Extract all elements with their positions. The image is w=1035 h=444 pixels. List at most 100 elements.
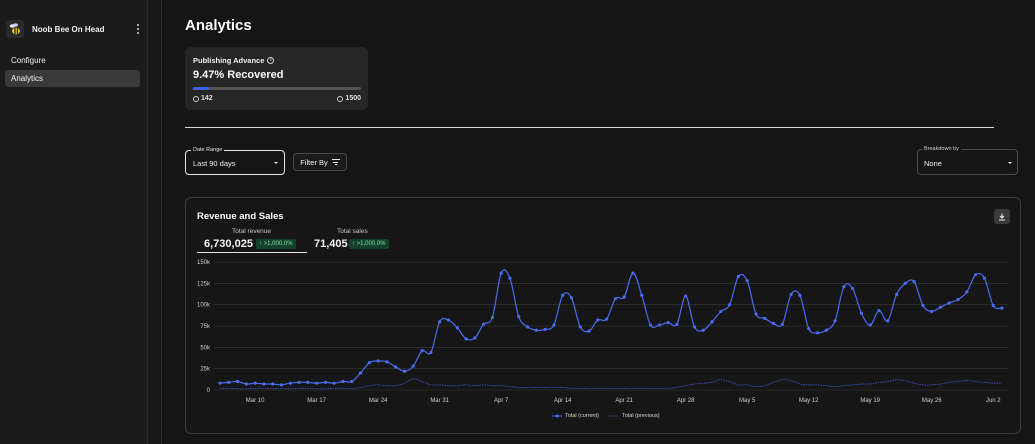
- x-tick-label: Mar 10: [246, 398, 265, 404]
- x-tick-label: Jun 2: [986, 398, 1001, 404]
- x-tick-label: Mar 31: [430, 398, 449, 404]
- bee-icon: [6, 20, 24, 38]
- data-point: [842, 285, 846, 289]
- data-point: [921, 303, 925, 308]
- data-point: [332, 381, 336, 385]
- y-tick-label: 0: [207, 388, 211, 394]
- data-point: [385, 360, 389, 364]
- data-point: [947, 301, 951, 305]
- revenue-line-chart: 0 25k 50k 75k 100k 125k 150k Mar 10 Mar 17 Mar 24…: [197, 260, 1008, 404]
- publishing-advance-card: Publishing Advance i 9.47% Recovered 142…: [185, 47, 368, 110]
- data-point: [473, 336, 477, 340]
- legend-item-previous[interactable]: Total (previous): [608, 413, 660, 419]
- x-tick-label: Apr 7: [494, 398, 509, 404]
- x-tick-label: May 26: [922, 398, 942, 404]
- data-point: [613, 297, 617, 301]
- app-name: Noob Bee On Head: [32, 24, 105, 34]
- change-badge: ↑ >1,000.0%: [349, 239, 389, 249]
- data-point: [306, 380, 310, 384]
- sidebar-item-analytics[interactable]: Analytics: [5, 70, 140, 87]
- info-icon[interactable]: i: [267, 57, 275, 64]
- data-point: [657, 323, 661, 327]
- x-tick-label: May 5: [739, 398, 756, 404]
- y-tick-label: 100k: [197, 303, 211, 309]
- data-point: [640, 293, 644, 297]
- data-point: [833, 319, 837, 323]
- series-line-current: [219, 269, 1003, 386]
- metric-value: 6,730,025: [204, 238, 253, 250]
- data-point: [605, 317, 609, 321]
- data-point: [763, 316, 767, 320]
- data-point: [824, 328, 828, 332]
- data-point: [965, 290, 969, 294]
- data-point: [956, 297, 960, 302]
- coin-icon: [337, 95, 344, 102]
- chart-title: Revenue and Sales: [197, 211, 284, 222]
- section-divider: [185, 127, 994, 128]
- data-point: [982, 276, 987, 280]
- sidebar-item-configure[interactable]: Configure: [11, 56, 46, 65]
- data-point: [666, 320, 670, 325]
- data-point: [323, 380, 328, 384]
- chart-legend: Total (current) Total (previous): [552, 413, 660, 419]
- data-point: [394, 365, 398, 369]
- filter-by-button[interactable]: Filter By: [293, 153, 347, 171]
- data-point: [490, 315, 494, 320]
- legend-label: Total (current): [565, 413, 599, 419]
- data-point: [938, 305, 943, 309]
- breakdown-select[interactable]: Breakdown by None: [917, 146, 1018, 175]
- breakdown-label: Breakdown by: [922, 146, 961, 152]
- data-point: [578, 325, 582, 329]
- data-point: [903, 281, 907, 285]
- sidebar-resize-handle[interactable]: [148, 0, 162, 444]
- advance-progress-bar: [193, 87, 361, 90]
- data-point: [692, 325, 697, 329]
- y-tick-label: 125k: [197, 281, 211, 287]
- coin-icon: [193, 95, 199, 102]
- page-title: Analytics: [185, 17, 252, 34]
- data-point: [227, 380, 231, 384]
- legend-item-current[interactable]: Total (current): [552, 413, 599, 419]
- metric-tab-total-sales[interactable]: Total sales 71,405 ↑ >1,000.0%: [307, 227, 407, 253]
- data-point: [728, 303, 732, 307]
- data-point: [455, 326, 459, 330]
- data-point: [587, 329, 591, 333]
- data-point: [543, 327, 547, 332]
- more-options-icon[interactable]: [132, 22, 144, 36]
- data-point: [253, 381, 257, 385]
- x-tick-label: Mar 17: [307, 398, 326, 404]
- data-point: [481, 322, 486, 326]
- data-point: [807, 326, 811, 331]
- data-point: [877, 309, 881, 313]
- data-point: [438, 320, 442, 324]
- app-header: Noob Bee On Head: [6, 18, 144, 40]
- metric-tab-total-revenue[interactable]: Total revenue 6,730,025 ↑ >1,000.0%: [197, 227, 307, 253]
- data-point: [745, 279, 749, 283]
- date-range-value: Last 90 days: [193, 159, 236, 168]
- data-point: [596, 318, 600, 322]
- advance-current: 142: [193, 95, 213, 102]
- data-point: [552, 323, 556, 327]
- download-button[interactable]: [994, 209, 1010, 224]
- data-point: [262, 382, 266, 386]
- data-point: [894, 292, 899, 297]
- advance-target-value: 1500: [345, 95, 361, 102]
- data-point: [815, 331, 820, 335]
- data-point: [780, 322, 784, 326]
- data-point: [411, 364, 415, 368]
- advance-progress-fill: [193, 87, 209, 90]
- y-tick-label: 75k: [200, 324, 211, 330]
- data-point: [534, 328, 538, 332]
- data-point: [771, 321, 776, 326]
- data-point: [297, 380, 301, 384]
- filter-by-label: Filter By: [300, 157, 328, 167]
- breakdown-value: None: [924, 159, 942, 168]
- data-point: [367, 361, 371, 365]
- data-point: [631, 271, 635, 275]
- data-point: [279, 383, 284, 387]
- x-tick-label: May 12: [799, 398, 819, 404]
- x-tick-label: Mar 24: [369, 398, 388, 404]
- data-point: [719, 309, 723, 314]
- date-range-select[interactable]: Date Range Last 90 days: [185, 147, 285, 175]
- metric-value: 71,405: [314, 238, 348, 250]
